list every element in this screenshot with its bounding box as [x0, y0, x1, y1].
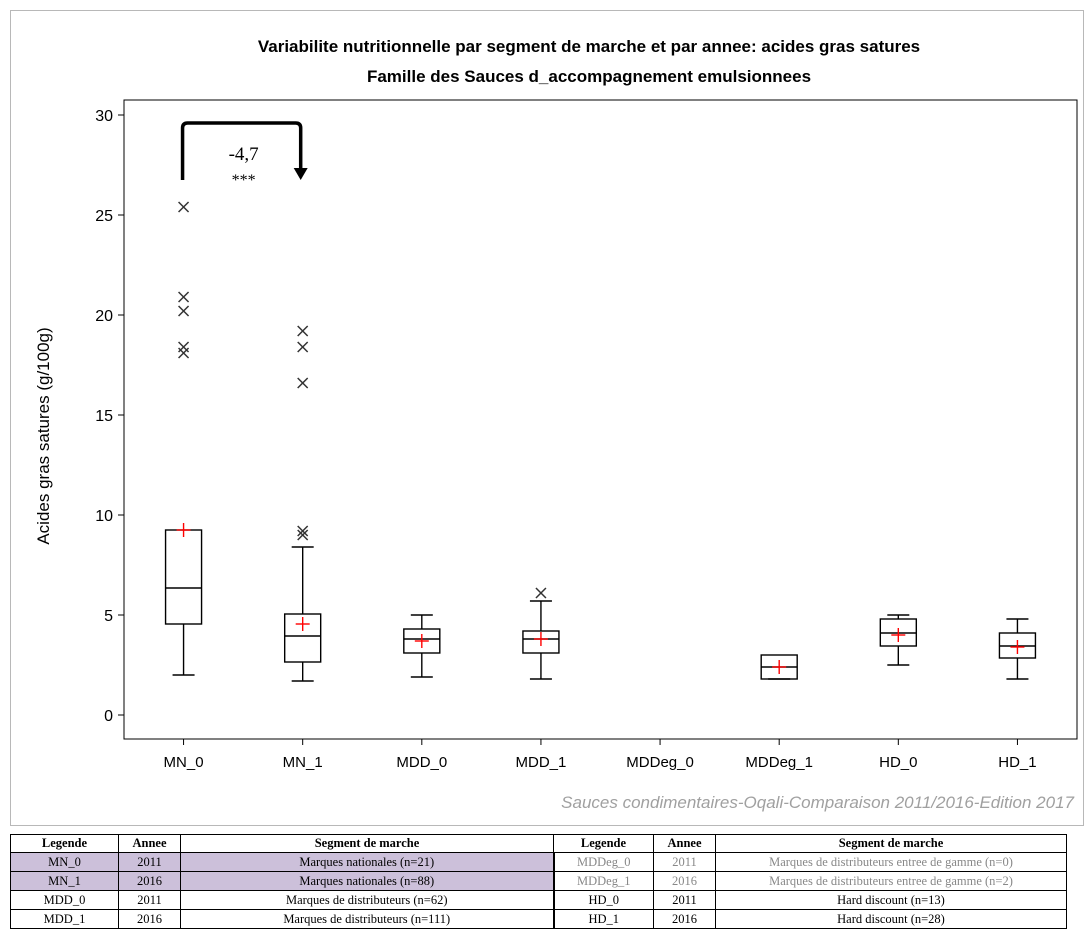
box-hd-1	[998, 618, 1037, 680]
table-row: MDD_1 2016 Marques de distributeurs (n=1…	[10, 909, 1067, 929]
segment-cell: Marques de distributeurs (n=62)	[180, 890, 554, 910]
year-cell: 2011	[653, 890, 716, 910]
x-tick-label: MN_1	[283, 754, 323, 771]
header-legend: Legende	[10, 834, 119, 853]
segment-cell: Hard discount (n=28)	[715, 909, 1067, 929]
chart-title-line2: Famille des Sauces d_accompagnement emul…	[367, 67, 811, 86]
box-mddeg-1	[760, 654, 798, 680]
plot-area	[123, 99, 1078, 740]
legend-table: Legende Annee Segment de marche Legende …	[10, 834, 1067, 929]
outlier-stroke	[178, 341, 190, 353]
y-tick-label: 25	[95, 208, 113, 225]
outlier-stroke	[178, 291, 190, 303]
header-year: Annee	[118, 834, 181, 853]
segment-cell: Hard discount (n=13)	[715, 890, 1067, 910]
outlier-stroke	[297, 377, 309, 389]
header-year: Annee	[653, 834, 716, 853]
outlier-stroke	[297, 525, 309, 537]
legend-cell: MN_0	[10, 852, 119, 872]
x-tick-label: MDDeg_1	[745, 754, 813, 771]
iqr-box	[164, 529, 203, 625]
legend-cell: HD_1	[552, 909, 654, 929]
header-segment: Segment de marche	[715, 834, 1067, 853]
x-tick-label: MN_0	[164, 754, 204, 771]
box-mn-0	[164, 201, 203, 676]
table-row: MN_1 2016 Marques nationales (n=88) MDDe…	[10, 871, 1067, 891]
outlier-point	[178, 201, 190, 213]
box-plot-chart: Variabilite nutritionnelle par segment d…	[34, 37, 1078, 812]
legend-cell: MDD_0	[10, 890, 119, 910]
iqr-box	[283, 613, 322, 663]
box-series	[164, 201, 1037, 682]
outlier-stroke	[178, 305, 190, 317]
bracket-line	[180, 121, 303, 180]
year-cell: 2011	[118, 890, 181, 910]
table-row: MDD_0 2011 Marques de distributeurs (n=6…	[10, 890, 1067, 910]
year-cell: 2016	[653, 909, 716, 929]
year-cell: 2011	[653, 852, 716, 872]
outlier-point	[297, 325, 309, 337]
box-mdd-0	[403, 614, 441, 678]
y-axis: 0 5 10 15 20 25 30	[95, 108, 124, 725]
box-mn-1	[283, 325, 322, 682]
outlier-stroke	[297, 325, 309, 337]
outlier-point	[297, 377, 309, 389]
x-tick-label: HD_1	[998, 754, 1036, 771]
y-tick-label: 20	[95, 308, 113, 325]
year-cell: 2016	[118, 909, 181, 929]
x-tick-label: MDD_0	[396, 754, 447, 771]
outlier-point	[297, 529, 309, 541]
segment-cell: Marques de distributeurs entree de gamme…	[715, 852, 1067, 872]
outlier-stroke	[297, 341, 309, 353]
chart-title-line1: Variabilite nutritionnelle par segment d…	[258, 37, 920, 56]
chart-frame: Variabilite nutritionnelle par segment d…	[10, 10, 1084, 826]
chart-footer: Sauces condimentaires-Oqali-Comparaison …	[561, 793, 1074, 812]
outlier-stroke	[297, 529, 309, 541]
y-tick-label: 30	[95, 108, 113, 125]
outlier-stroke	[178, 201, 190, 213]
annotation-significance: ***	[232, 172, 256, 189]
outlier-point	[297, 525, 309, 537]
header-segment: Segment de marche	[180, 834, 554, 853]
y-tick-label: 15	[95, 408, 113, 425]
segment-cell: Marques de distributeurs (n=111)	[180, 909, 554, 929]
outlier-point	[297, 341, 309, 353]
x-tick-label: MDD_1	[516, 754, 567, 771]
box-hd-0	[879, 614, 918, 666]
segment-cell: Marques nationales (n=88)	[180, 871, 554, 891]
outlier-point	[535, 587, 547, 599]
year-cell: 2016	[118, 871, 181, 891]
outlier-stroke	[535, 587, 547, 599]
significance-annotation: -4,7 ***	[180, 121, 308, 189]
header-legend: Legende	[553, 834, 654, 853]
legend-cell: MDDeg_1	[552, 871, 654, 891]
year-cell: 2011	[118, 852, 181, 872]
legend-cell: MN_1	[10, 871, 119, 891]
outlier-point	[178, 305, 190, 317]
outlier-point	[178, 291, 190, 303]
outlier-point	[178, 341, 190, 353]
legend-table-header: Legende Annee Segment de marche Legende …	[10, 834, 1067, 853]
arrow-head	[293, 168, 308, 180]
x-axis: MN_0 MN_1 MDD_0 MDD_1 MDDeg_0 MDDeg_1 HD_0 HD_1	[164, 739, 1037, 771]
annotation-delta: -4,7	[229, 144, 259, 165]
iqr-box	[522, 630, 560, 654]
iqr-box	[403, 628, 441, 654]
segment-cell: Marques de distributeurs entree de gamme…	[715, 871, 1067, 891]
legend-cell: MDD_1	[10, 909, 119, 929]
table-row: MN_0 2011 Marques nationales (n=21) MDDe…	[10, 852, 1067, 872]
legend-cell: HD_0	[552, 890, 654, 910]
y-axis-label: Acides gras satures (g/100g)	[34, 327, 53, 544]
box-mdd-1	[522, 587, 560, 680]
x-tick-label: MDDeg_0	[626, 754, 694, 771]
y-tick-label: 5	[104, 608, 113, 625]
legend-cell: MDDeg_0	[552, 852, 654, 872]
y-tick-label: 0	[104, 708, 113, 725]
segment-cell: Marques nationales (n=21)	[180, 852, 554, 872]
x-tick-label: HD_0	[879, 754, 917, 771]
y-tick-label: 10	[95, 508, 113, 525]
year-cell: 2016	[653, 871, 716, 891]
